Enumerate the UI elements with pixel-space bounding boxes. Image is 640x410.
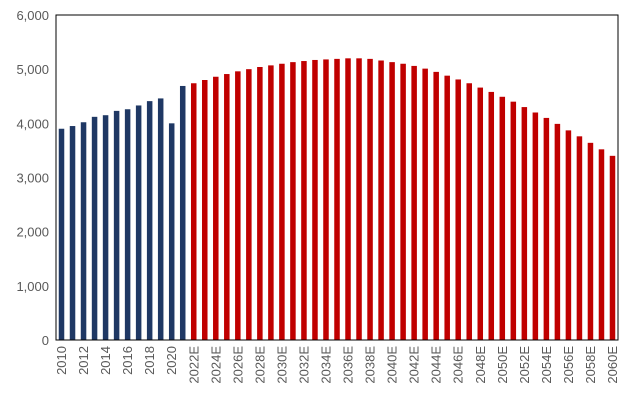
x-tick-label: 2016 (120, 346, 135, 375)
x-tick-label: 2030E (274, 346, 289, 384)
bar-2025E (224, 74, 230, 340)
bar-2029E (268, 65, 274, 341)
x-tick-label: 2044E (429, 346, 444, 384)
bar-2021 (179, 85, 186, 341)
x-tick-label: 2060E (605, 346, 620, 384)
bar-2044E (433, 71, 439, 341)
y-tick-label: 6,000 (16, 8, 49, 23)
bar-2058E (587, 142, 594, 340)
bar-2051E (510, 101, 517, 340)
x-tick-label: 2024E (208, 346, 223, 384)
bar-2054E (543, 117, 550, 340)
bar-2012 (80, 122, 87, 340)
x-tick-label: 2046E (451, 346, 466, 384)
bar-2057E (576, 136, 583, 340)
bar-2022E (190, 83, 197, 340)
bar-2045E (444, 75, 450, 341)
bar-2059E (598, 149, 605, 340)
x-tick-label: 2020 (164, 346, 179, 375)
y-tick-label: 4,000 (16, 116, 49, 131)
bar-2055E (554, 123, 561, 341)
bar-2036E (345, 58, 351, 340)
y-tick-label: 2,000 (16, 225, 49, 240)
bar-2040E (389, 62, 395, 341)
bar-2026E (235, 71, 241, 340)
x-tick-label: 2054E (539, 346, 554, 384)
x-tick-label: 2032E (296, 346, 311, 384)
x-tick-label: 2052E (517, 346, 532, 384)
x-tick-label: 2028E (252, 346, 267, 384)
bar-2039E (378, 60, 384, 340)
y-tick-label: 5,000 (16, 62, 49, 77)
bar-2030E (279, 63, 285, 340)
x-tick-label: 2012 (76, 346, 91, 375)
bar-2032E (301, 61, 307, 340)
bar-2035E (334, 58, 340, 341)
bar-2014 (102, 115, 109, 341)
bar-2017 (135, 105, 142, 341)
bars (58, 58, 616, 341)
bar-2015 (113, 110, 120, 341)
bar-2013 (91, 116, 98, 340)
x-tick-label: 2040E (385, 346, 400, 384)
x-tick-label: 2042E (407, 346, 422, 384)
bar-2060E (609, 155, 616, 340)
bar-2046E (455, 79, 461, 341)
bar-2027E (246, 69, 252, 341)
x-tick-label: 2014 (98, 346, 113, 375)
x-tick-label: 2048E (473, 346, 488, 384)
bar-2049E (488, 91, 495, 340)
x-tick-label: 2022E (186, 346, 201, 384)
bar-2020 (168, 123, 175, 340)
bar-2053E (532, 112, 539, 340)
bar-2056E (565, 130, 572, 341)
bar-2018 (146, 101, 153, 341)
bar-2050E (499, 96, 506, 340)
y-tick-label: 1,000 (16, 279, 49, 294)
x-tick-label: 2036E (341, 346, 356, 384)
bar-2047E (466, 83, 472, 340)
bar-2037E (356, 58, 362, 340)
bar-2043E (422, 68, 428, 341)
bar-2041E (400, 63, 406, 340)
x-tick-label: 2056E (561, 346, 576, 384)
bar-2031E (290, 62, 296, 341)
x-tick-label: 2050E (495, 346, 510, 384)
bar-2038E (367, 58, 373, 341)
bar-2042E (411, 65, 417, 341)
y-tick-label: 3,000 (16, 171, 49, 186)
x-tick-label: 2026E (230, 346, 245, 384)
bar-2019 (157, 98, 164, 340)
x-tick-label: 2034E (318, 346, 333, 384)
x-tick-label: 2038E (363, 346, 378, 384)
x-axis-ticks: 2010 2012 2014 2016 2018 2020 2022E 2024E 2026E 2… (54, 346, 620, 384)
bar-2011 (69, 126, 76, 340)
x-tick-label: 2010 (54, 346, 69, 375)
y-tick-label: 0 (42, 333, 49, 348)
bar-2016 (124, 109, 131, 340)
y-axis-ticks: 0 1,000 2,000 3,000 4,000 5,000 6,000 (16, 8, 49, 348)
plot-area-border (55, 14, 619, 341)
bar-2010 (58, 128, 65, 340)
bar-2048E (477, 87, 484, 340)
bar-2028E (257, 67, 263, 340)
bar-2034E (323, 59, 329, 341)
bar-2023E (202, 80, 208, 340)
x-tick-label: 2018 (142, 346, 157, 375)
x-tick-label: 2058E (583, 346, 598, 384)
bar-2033E (312, 59, 318, 341)
bar-2024E (213, 76, 219, 340)
bar-2052E (521, 107, 528, 340)
